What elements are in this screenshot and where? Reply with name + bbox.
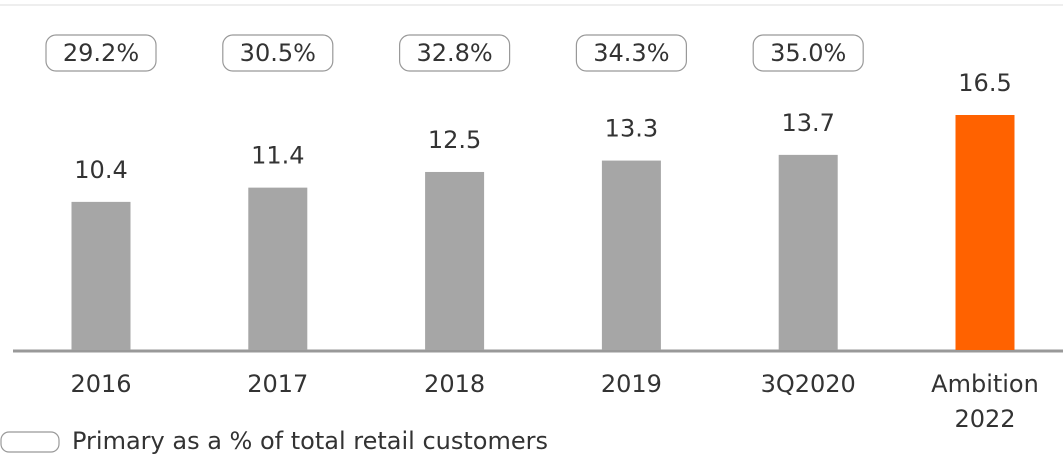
x-tick-label: 2017 <box>247 370 308 398</box>
value-label: 16.5 <box>958 69 1011 97</box>
bar <box>425 171 485 350</box>
bar <box>71 201 131 350</box>
boxed-label-frame <box>399 34 511 72</box>
bar <box>601 160 661 350</box>
boxed-label: 30.5% <box>240 39 316 67</box>
value-label: 13.7 <box>781 109 834 137</box>
boxed-label: 34.3% <box>593 39 669 67</box>
bar <box>778 154 838 350</box>
x-tick-label: 3Q2020 <box>761 370 856 398</box>
value-label: 10.4 <box>74 156 127 184</box>
x-tick-label: 2016 <box>70 370 131 398</box>
value-label: 11.4 <box>251 142 304 170</box>
boxed-label-frame <box>222 34 334 72</box>
legend-swatch <box>0 431 60 453</box>
boxed-label-frame <box>575 34 688 72</box>
x-tick-label: Ambition 2022 <box>931 370 1039 433</box>
legend-label: Primary as a % of total retail customers <box>72 427 548 455</box>
boxed-label: 32.8% <box>416 39 492 67</box>
x-tick-label: 2019 <box>601 370 662 398</box>
boxed-label: 35.0% <box>770 39 846 67</box>
bar <box>955 115 1015 350</box>
boxed-label-frame <box>45 34 157 72</box>
value-label: 12.5 <box>428 126 481 154</box>
boxed-label: 29.2% <box>63 39 139 67</box>
boxed-label-frame <box>752 34 864 72</box>
value-label: 13.3 <box>605 115 658 143</box>
bar <box>248 187 308 350</box>
x-tick-label: 2018 <box>424 370 485 398</box>
